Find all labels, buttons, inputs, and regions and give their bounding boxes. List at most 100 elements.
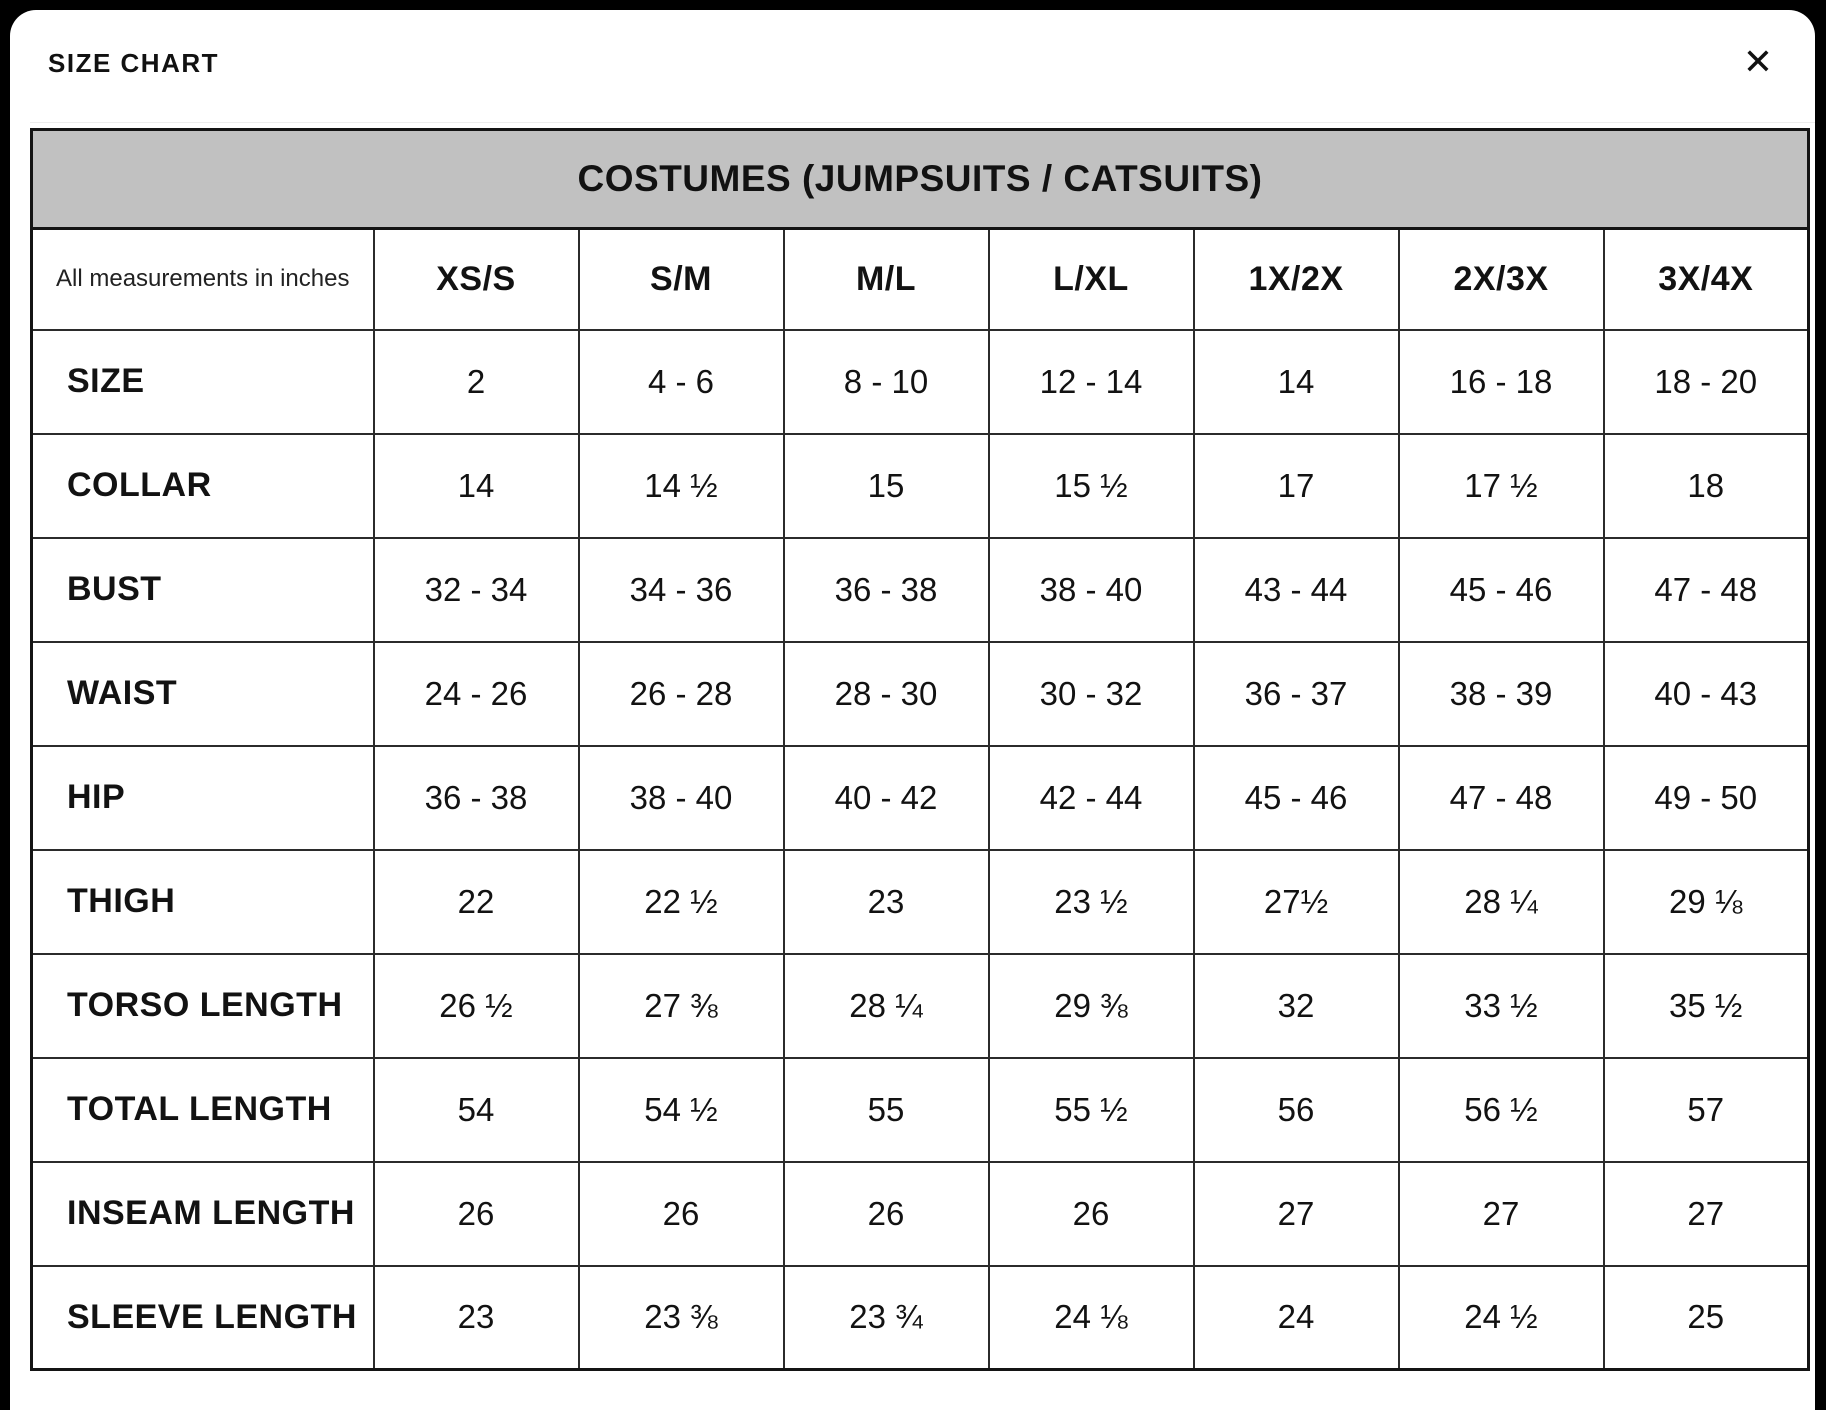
cell: 23 xyxy=(784,850,989,954)
cell: 36 - 37 xyxy=(1194,642,1399,746)
size-header-1x-2x: 1X/2X xyxy=(1194,229,1399,330)
cell: 16 - 18 xyxy=(1399,330,1604,434)
row-label: INSEAM LENGTH xyxy=(32,1162,374,1266)
cell: 38 - 40 xyxy=(579,746,784,850)
row-label: HIP xyxy=(32,746,374,850)
size-header-l-xl: L/XL xyxy=(989,229,1194,330)
table-row-total-length: TOTAL LENGTH 54 54 ½ 55 55 ½ 56 56 ½ 57 xyxy=(32,1058,1809,1162)
cell: 28 ¼ xyxy=(1399,850,1604,954)
size-chart-modal: SIZE CHART ✕ COSTUMES (JUMPSUITS / CATSU… xyxy=(10,10,1815,1410)
cell: 4 - 6 xyxy=(579,330,784,434)
cell: 35 ½ xyxy=(1604,954,1809,1058)
cell: 23 ¾ xyxy=(784,1266,989,1370)
cell: 15 ½ xyxy=(989,434,1194,538)
cell: 38 - 39 xyxy=(1399,642,1604,746)
cell: 28 - 30 xyxy=(784,642,989,746)
row-label: BUST xyxy=(32,538,374,642)
size-header-row: All measurements in inches XS/S S/M M/L … xyxy=(32,229,1809,330)
cell: 27½ xyxy=(1194,850,1399,954)
cell: 57 xyxy=(1604,1058,1809,1162)
close-icon[interactable]: ✕ xyxy=(1743,44,1773,80)
cell: 42 - 44 xyxy=(989,746,1194,850)
table-row-sleeve-length: SLEEVE LENGTH 23 23 ⅜ 23 ¾ 24 ⅛ 24 24 ½ … xyxy=(32,1266,1809,1370)
cell: 56 ½ xyxy=(1399,1058,1604,1162)
cell: 47 - 48 xyxy=(1399,746,1604,850)
modal-title: SIZE CHART xyxy=(48,44,219,76)
cell: 29 ⅛ xyxy=(1604,850,1809,954)
cell: 43 - 44 xyxy=(1194,538,1399,642)
size-header-s-m: S/M xyxy=(579,229,784,330)
cell: 26 xyxy=(374,1162,579,1266)
cell: 27 xyxy=(1194,1162,1399,1266)
cell: 2 xyxy=(374,330,579,434)
cell: 56 xyxy=(1194,1058,1399,1162)
cell: 27 xyxy=(1399,1162,1604,1266)
cell: 18 - 20 xyxy=(1604,330,1809,434)
cell: 27 ⅜ xyxy=(579,954,784,1058)
cell: 40 - 42 xyxy=(784,746,989,850)
cell: 33 ½ xyxy=(1399,954,1604,1058)
row-label: SIZE xyxy=(32,330,374,434)
table-row-bust: BUST 32 - 34 34 - 36 36 - 38 38 - 40 43 … xyxy=(32,538,1809,642)
cell: 26 xyxy=(579,1162,784,1266)
row-label: THIGH xyxy=(32,850,374,954)
cell: 27 xyxy=(1604,1162,1809,1266)
cell: 28 ¼ xyxy=(784,954,989,1058)
cell: 18 xyxy=(1604,434,1809,538)
cell: 32 xyxy=(1194,954,1399,1058)
size-chart-table-container: COSTUMES (JUMPSUITS / CATSUITS) All meas… xyxy=(30,128,1815,1371)
cell: 26 - 28 xyxy=(579,642,784,746)
cell: 22 ½ xyxy=(579,850,784,954)
modal-header: SIZE CHART ✕ xyxy=(10,10,1815,122)
row-label: TOTAL LENGTH xyxy=(32,1058,374,1162)
size-header-m-l: M/L xyxy=(784,229,989,330)
cell: 17 xyxy=(1194,434,1399,538)
cell: 34 - 36 xyxy=(579,538,784,642)
row-label: COLLAR xyxy=(32,434,374,538)
row-label: WAIST xyxy=(32,642,374,746)
table-row-size: SIZE 2 4 - 6 8 - 10 12 - 14 14 16 - 18 1… xyxy=(32,330,1809,434)
table-row-hip: HIP 36 - 38 38 - 40 40 - 42 42 - 44 45 -… xyxy=(32,746,1809,850)
header-divider xyxy=(30,122,1815,123)
cell: 45 - 46 xyxy=(1194,746,1399,850)
cell: 23 ⅜ xyxy=(579,1266,784,1370)
cell: 38 - 40 xyxy=(989,538,1194,642)
size-chart-table: COSTUMES (JUMPSUITS / CATSUITS) All meas… xyxy=(30,128,1810,1371)
row-label: SLEEVE LENGTH xyxy=(32,1266,374,1370)
table-row-waist: WAIST 24 - 26 26 - 28 28 - 30 30 - 32 36… xyxy=(32,642,1809,746)
row-label: TORSO LENGTH xyxy=(32,954,374,1058)
cell: 49 - 50 xyxy=(1604,746,1809,850)
cell: 23 xyxy=(374,1266,579,1370)
cell: 55 xyxy=(784,1058,989,1162)
cell: 24 xyxy=(1194,1266,1399,1370)
cell: 45 - 46 xyxy=(1399,538,1604,642)
table-row-thigh: THIGH 22 22 ½ 23 23 ½ 27½ 28 ¼ 29 ⅛ xyxy=(32,850,1809,954)
cell: 12 - 14 xyxy=(989,330,1194,434)
cell: 29 ⅜ xyxy=(989,954,1194,1058)
cell: 54 xyxy=(374,1058,579,1162)
cell: 14 xyxy=(1194,330,1399,434)
cell: 24 ½ xyxy=(1399,1266,1604,1370)
cell: 36 - 38 xyxy=(374,746,579,850)
cell: 14 xyxy=(374,434,579,538)
size-header-2x-3x: 2X/3X xyxy=(1399,229,1604,330)
cell: 40 - 43 xyxy=(1604,642,1809,746)
cell: 23 ½ xyxy=(989,850,1194,954)
size-header-xs-s: XS/S xyxy=(374,229,579,330)
cell: 26 xyxy=(989,1162,1194,1266)
table-caption-row: COSTUMES (JUMPSUITS / CATSUITS) xyxy=(32,130,1809,229)
measurements-note: All measurements in inches xyxy=(32,229,374,330)
cell: 17 ½ xyxy=(1399,434,1604,538)
cell: 24 - 26 xyxy=(374,642,579,746)
cell: 26 ½ xyxy=(374,954,579,1058)
cell: 8 - 10 xyxy=(784,330,989,434)
cell: 26 xyxy=(784,1162,989,1266)
table-row-collar: COLLAR 14 14 ½ 15 15 ½ 17 17 ½ 18 xyxy=(32,434,1809,538)
cell: 54 ½ xyxy=(579,1058,784,1162)
cell: 32 - 34 xyxy=(374,538,579,642)
table-caption: COSTUMES (JUMPSUITS / CATSUITS) xyxy=(32,130,1809,229)
cell: 30 - 32 xyxy=(989,642,1194,746)
cell: 22 xyxy=(374,850,579,954)
cell: 24 ⅛ xyxy=(989,1266,1194,1370)
cell: 47 - 48 xyxy=(1604,538,1809,642)
